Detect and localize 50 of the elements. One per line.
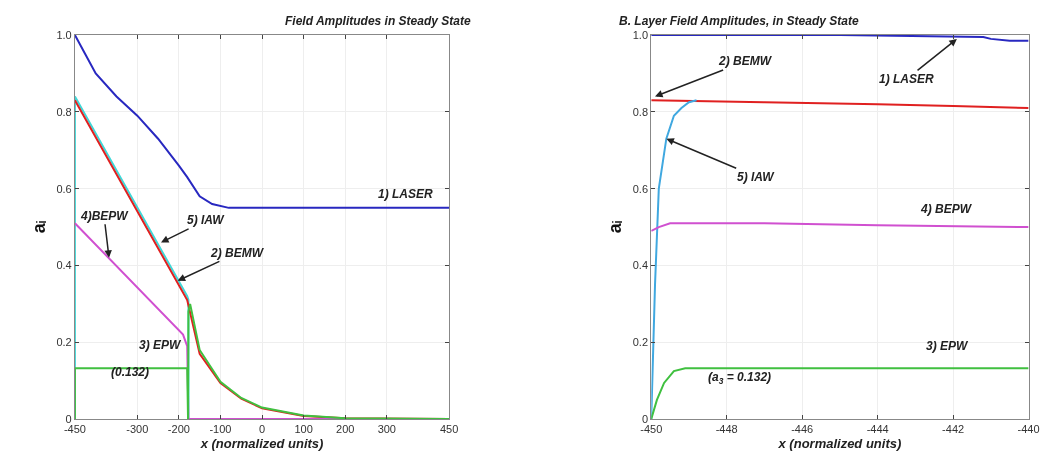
x-tick-label: 100 xyxy=(294,423,313,436)
annotation: 3) EPW xyxy=(139,338,183,352)
x-tick-label: 450 xyxy=(439,423,459,436)
y-tick-label: 0.8 xyxy=(56,105,72,118)
x-axis-title: x (normalized units) xyxy=(777,435,902,451)
line-series xyxy=(74,35,450,209)
annotation: 4) BEPW xyxy=(920,202,973,216)
chart-title: Field Amplitudes in Steady State xyxy=(285,14,471,28)
y-tick-label: 0.6 xyxy=(632,182,649,195)
y-axis-title: aᵢ xyxy=(28,220,49,234)
line-series xyxy=(651,222,1029,232)
chart-title: B. Layer Field Amplitudes, in Steady State xyxy=(619,14,859,28)
x-tick-label: -450 xyxy=(63,423,86,436)
x-axis-title: x (normalized units) xyxy=(199,435,324,451)
annotation: 2) BEMW xyxy=(718,54,773,68)
x-tick-label: -444 xyxy=(866,423,889,436)
y-tick-label: 1.0 xyxy=(56,28,72,41)
y-tick-label: 0.4 xyxy=(56,259,72,272)
annotation: (a$_{3}$ = 0.132) xyxy=(708,370,772,386)
line-series xyxy=(651,367,1029,420)
y-tick-label: 0 xyxy=(65,412,72,425)
annotation: 1) LASER xyxy=(378,187,434,201)
annotation: 5) IAW xyxy=(737,170,776,184)
x-tick-label: -200 xyxy=(167,423,190,436)
y-tick-label: 0.6 xyxy=(56,182,72,195)
x-tick-label: -450 xyxy=(640,423,663,436)
x-tick-label: -442 xyxy=(942,423,965,436)
annotation: (0.132) xyxy=(111,365,150,379)
x-tick-label: -100 xyxy=(209,423,232,436)
annotation: 4)BEPW xyxy=(80,209,130,223)
annotation: 5) IAW xyxy=(187,213,226,227)
y-tick-label: 0.2 xyxy=(56,336,72,349)
annotation: 2) BEMW xyxy=(210,246,265,260)
y-tick-label: 1.0 xyxy=(632,28,649,41)
y-tick-label: 0.4 xyxy=(632,259,649,272)
y-tick-label: 0.8 xyxy=(632,105,649,118)
x-tick-label: -448 xyxy=(715,423,738,436)
y-tick-label: 0.2 xyxy=(632,336,649,349)
x-tick-label: -440 xyxy=(1017,423,1040,436)
x-tick-label: -446 xyxy=(791,423,814,436)
y-axis-title: aᵢ xyxy=(604,220,625,234)
x-tick-label: -300 xyxy=(126,423,149,436)
y-tick-label: 0 xyxy=(641,412,649,425)
annotation: 1) LASER xyxy=(879,72,935,86)
x-tick-label: 300 xyxy=(377,423,396,436)
annotation: 3) EPW xyxy=(926,339,970,353)
line-series xyxy=(74,302,450,420)
x-tick-label: 0 xyxy=(258,423,266,436)
line-series xyxy=(651,99,1029,109)
x-tick-label: 200 xyxy=(336,423,355,436)
